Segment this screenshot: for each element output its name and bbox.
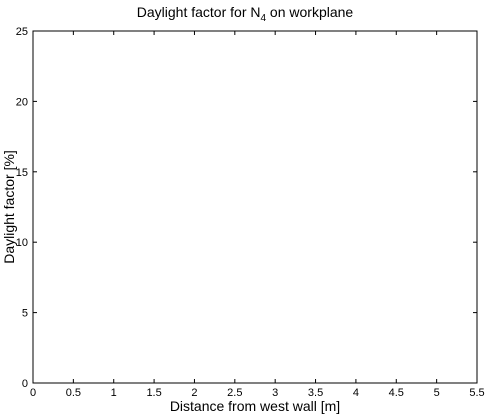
y-axis: 0 5 10 15 20 25 — [16, 26, 477, 390]
y-tick-label: 5 — [22, 308, 28, 320]
x-tick-label: 5.5 — [469, 387, 484, 399]
x-tick-label: 4 — [353, 387, 359, 399]
x-tick-label: 5 — [434, 387, 440, 399]
chart-title-tail: on workplane — [266, 4, 353, 20]
y-tick-label: 0 — [22, 378, 28, 390]
x-tick-label: 3 — [272, 387, 278, 399]
y-tick-label: 10 — [16, 237, 28, 249]
chart-title-main: Daylight factor for N — [137, 4, 261, 20]
y-tick-label: 25 — [16, 26, 28, 38]
x-tick-label: 0.5 — [66, 387, 81, 399]
x-tick-label: 0 — [30, 387, 36, 399]
chart-title-subscript: 4 — [260, 13, 266, 24]
x-tick-label: 3.5 — [308, 387, 323, 399]
plot-area — [32, 30, 478, 384]
x-tick-label: 2.5 — [227, 387, 242, 399]
x-tick-label: 4.5 — [389, 387, 404, 399]
x-tick-label: 2 — [191, 387, 197, 399]
chart-title: Daylight factor for N4 on workplane — [137, 4, 354, 24]
x-axis: 0 0.5 1 1.5 2 2.5 3 3.5 4 4.5 5 5.5 — [30, 31, 485, 399]
x-tick-label: 1.5 — [146, 387, 161, 399]
x-axis-label: Distance from west wall [m] — [170, 398, 340, 414]
y-tick-label: 15 — [16, 167, 28, 179]
x-tick-label: 1 — [111, 387, 117, 399]
y-axis-label: Daylight factor [%] — [1, 150, 17, 264]
y-tick-label: 20 — [16, 96, 28, 108]
